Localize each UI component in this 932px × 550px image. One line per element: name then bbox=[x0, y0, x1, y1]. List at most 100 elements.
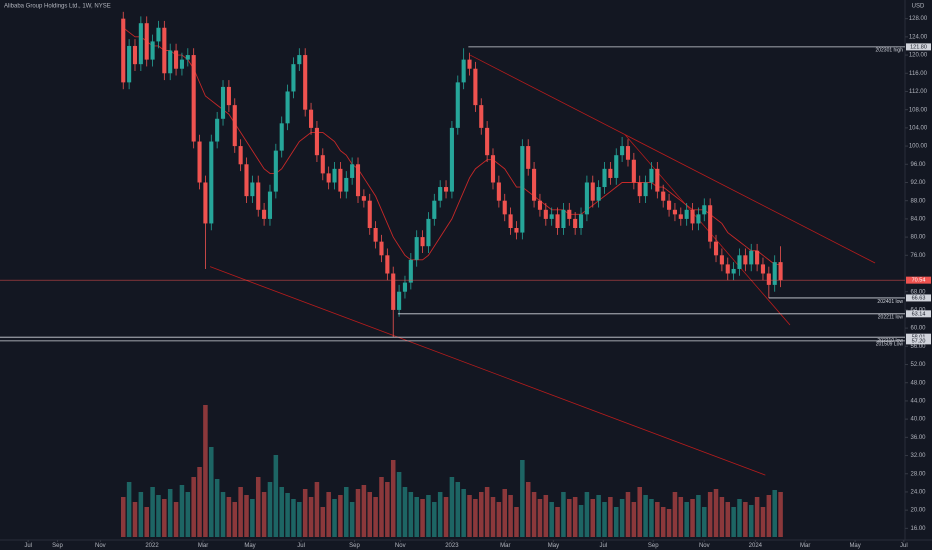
volume-bar bbox=[778, 492, 783, 537]
volume-bar bbox=[203, 405, 208, 537]
candle-body bbox=[344, 177, 349, 192]
volume-bar bbox=[443, 497, 449, 537]
level-tag: 63.14 bbox=[912, 311, 926, 317]
candle-body bbox=[361, 196, 366, 201]
candle-body bbox=[238, 146, 243, 165]
axis-layer: 16.00 20.00 24.00 28.00 32.00 36.00 40.00 44.00… bbox=[24, 16, 931, 549]
candle-body bbox=[420, 237, 425, 247]
x-tick-label: Nov bbox=[95, 543, 106, 549]
candle-body bbox=[262, 209, 267, 219]
volume-bar bbox=[549, 502, 554, 537]
candle-body bbox=[643, 182, 648, 197]
candle-body bbox=[573, 218, 578, 228]
candle-body bbox=[291, 64, 296, 92]
candle-body bbox=[737, 255, 742, 269]
candle-body bbox=[426, 218, 431, 247]
volume-bar bbox=[344, 487, 349, 537]
volume-bar bbox=[631, 502, 637, 537]
volume-bar bbox=[408, 492, 414, 537]
candle-body bbox=[543, 209, 548, 219]
candle-body bbox=[719, 255, 724, 265]
y-tick-label: 100.00 bbox=[909, 144, 928, 150]
x-tick-label: Mar bbox=[500, 543, 510, 549]
candle-body bbox=[432, 200, 437, 219]
volume-bar bbox=[361, 485, 367, 537]
volume-bar bbox=[167, 489, 173, 537]
volume-bar bbox=[297, 502, 302, 537]
candle-body bbox=[385, 255, 390, 274]
volume-bar bbox=[390, 460, 396, 537]
candle-body bbox=[397, 291, 402, 310]
x-tick-label: Jul bbox=[297, 543, 305, 549]
volume-bar bbox=[461, 489, 466, 537]
y-tick-label: 96.00 bbox=[910, 162, 926, 168]
x-tick-label: Nov bbox=[699, 543, 710, 549]
level-tag-box bbox=[906, 333, 931, 341]
candle-body bbox=[584, 182, 589, 215]
volume-bar bbox=[672, 492, 678, 537]
candle-body bbox=[567, 209, 572, 219]
volume-layer bbox=[120, 405, 783, 537]
x-tick-label: 2022 bbox=[145, 543, 159, 549]
x-tick-label: May bbox=[548, 543, 559, 549]
trendline bbox=[209, 266, 766, 476]
volume-bar bbox=[514, 507, 519, 537]
volume-bar bbox=[291, 499, 296, 537]
y-tick-label: 120.00 bbox=[909, 53, 928, 59]
volume-bar bbox=[478, 492, 484, 537]
volume-bar bbox=[467, 495, 472, 537]
candle-body bbox=[121, 18, 126, 83]
y-tick-label: 56.00 bbox=[910, 344, 926, 350]
candle-body bbox=[156, 27, 161, 42]
candle-body bbox=[555, 214, 560, 228]
candle-body bbox=[191, 55, 196, 142]
currency-label: USD bbox=[912, 4, 925, 10]
candle-body bbox=[391, 273, 396, 310]
candle-body bbox=[326, 173, 331, 183]
volume-bar bbox=[273, 455, 279, 537]
volume-bar bbox=[555, 507, 560, 537]
volume-bar bbox=[355, 489, 361, 537]
volume-bar bbox=[531, 492, 537, 537]
candle-body bbox=[755, 250, 760, 265]
volume-bar bbox=[132, 502, 138, 537]
candle-body bbox=[185, 55, 190, 60]
x-tick-label: Sep bbox=[648, 543, 659, 549]
chart-title: Alibaba Group Holdings Ltd., 1W, NYSE bbox=[4, 4, 111, 10]
volume-bar bbox=[649, 499, 654, 537]
candle-body bbox=[696, 214, 701, 224]
volume-bar bbox=[760, 507, 766, 537]
volume-bar bbox=[690, 499, 695, 537]
volume-bar bbox=[367, 492, 373, 537]
level-label: 202301 high bbox=[875, 48, 903, 54]
candle-body bbox=[690, 209, 695, 224]
volume-bar bbox=[150, 487, 155, 537]
volume-bar bbox=[197, 467, 202, 537]
candle-body bbox=[408, 259, 413, 283]
level-tag: 121.80 bbox=[910, 44, 927, 50]
volume-bar bbox=[156, 495, 161, 537]
candle-body bbox=[614, 155, 619, 178]
last-price-tag: 70.54 bbox=[912, 278, 926, 284]
candle-body bbox=[285, 91, 290, 124]
volume-bar bbox=[162, 499, 167, 537]
volume-bar bbox=[578, 505, 584, 537]
candle-body bbox=[338, 168, 343, 192]
volume-bar bbox=[713, 489, 719, 537]
y-tick-label: 36.00 bbox=[910, 435, 926, 441]
candle-body bbox=[256, 182, 261, 210]
y-tick-label: 48.00 bbox=[910, 380, 926, 386]
candle-body bbox=[314, 127, 319, 156]
candle-body bbox=[320, 155, 325, 174]
volume-bar bbox=[338, 495, 343, 537]
candle-body bbox=[561, 209, 566, 228]
volume-bar bbox=[437, 492, 443, 537]
volume-bar bbox=[379, 477, 384, 537]
volume-bar bbox=[420, 499, 425, 537]
volume-bar bbox=[250, 499, 255, 537]
volume-bar bbox=[308, 497, 314, 537]
candle-body bbox=[379, 241, 384, 256]
candle-body bbox=[725, 264, 730, 274]
candle-body bbox=[713, 241, 719, 256]
